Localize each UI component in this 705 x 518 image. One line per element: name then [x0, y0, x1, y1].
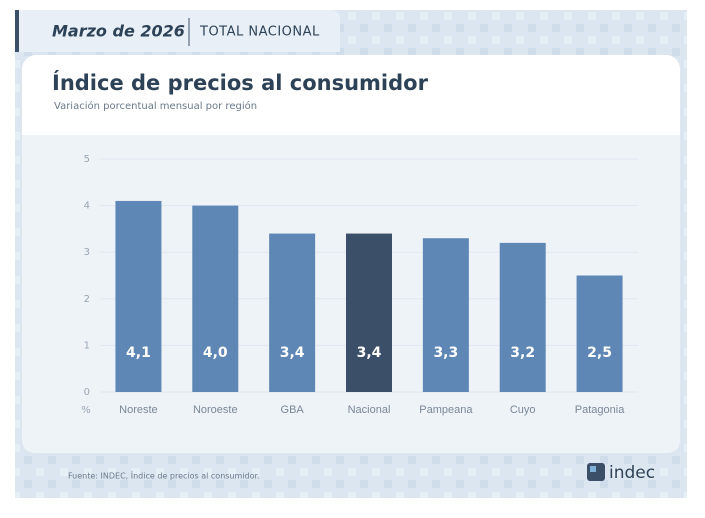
value-label: 4,0: [203, 345, 228, 361]
scope: TOTAL NACIONAL: [199, 25, 320, 40]
y-tick-label: 5: [84, 154, 90, 165]
bar: [499, 242, 546, 392]
value-label: 3,3: [433, 345, 458, 361]
value-label: 3,4: [280, 345, 305, 361]
source: Fuente: INDEC, Índice de precios al cons…: [68, 470, 260, 481]
chart-title: Índice de precios al consumidor: [52, 70, 429, 95]
y-tick-label: 1: [84, 340, 90, 351]
bar: [346, 233, 392, 392]
x-tick-label: Pampeana: [419, 404, 473, 416]
x-tick-label: Cuyo: [510, 404, 536, 416]
x-tick-label: GBA: [281, 404, 305, 416]
y-unit: %: [81, 405, 91, 416]
x-tick-label: Noreste: [119, 404, 158, 416]
value-label: 3,2: [510, 345, 535, 361]
period: Marzo de 2026: [52, 22, 185, 41]
y-tick-label: 0: [84, 387, 90, 398]
bar: [576, 275, 623, 392]
logo-text: indec: [609, 463, 655, 483]
value-label: 3,4: [357, 345, 382, 361]
x-tick-label: Patagonia: [575, 404, 625, 416]
bar: [269, 233, 316, 392]
bar: [192, 205, 239, 392]
y-tick-label: 3: [84, 247, 90, 258]
value-label: 4,1: [126, 345, 151, 361]
bar: [422, 238, 469, 392]
y-tick-label: 2: [84, 294, 90, 305]
x-tick-label: Nacional: [348, 404, 391, 416]
logo-icon: [590, 466, 596, 472]
bar: [115, 200, 162, 392]
y-tick-label: 4: [84, 201, 90, 212]
value-label: 2,5: [587, 345, 612, 361]
x-tick-label: Noroeste: [193, 404, 238, 416]
chart-subtitle: Variación porcentual mensual por región: [54, 100, 257, 112]
header-accent: [15, 10, 19, 52]
header-tab: [15, 10, 340, 52]
logo: indec: [587, 463, 655, 483]
